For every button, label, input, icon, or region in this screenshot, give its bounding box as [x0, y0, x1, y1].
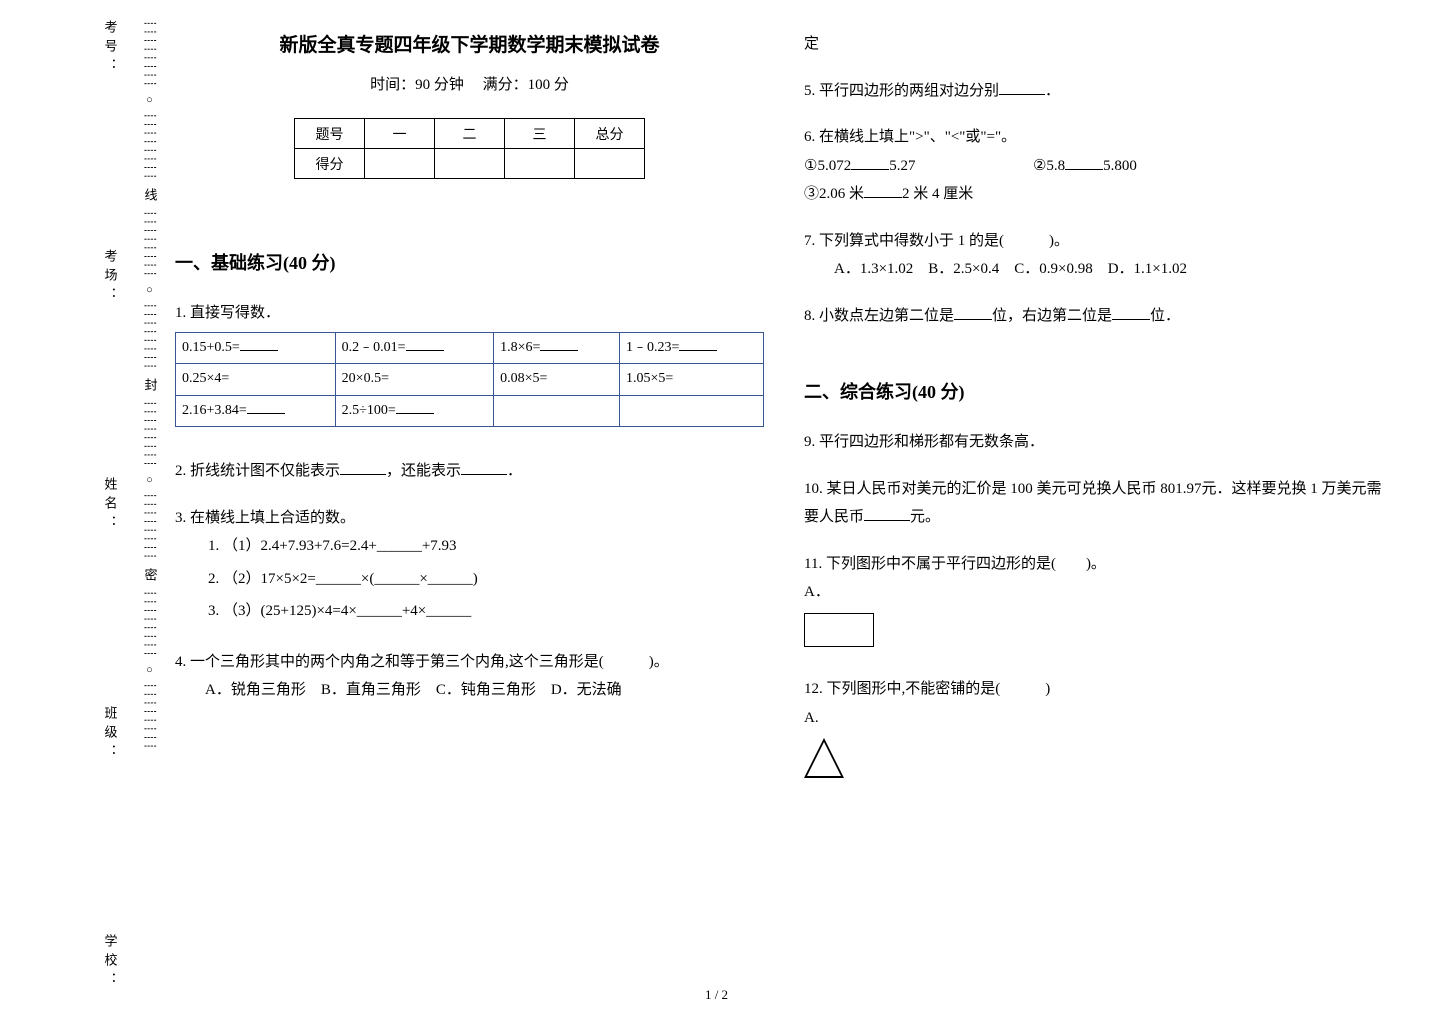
q3: 3. 在横线上填上合适的数。 （1）2.4+7.93+7.6=2.4+_____…	[175, 504, 764, 630]
q6-line2: ③2.06 米2 米 4 厘米	[804, 180, 1393, 209]
table-row: 0.25×4= 20×0.5= 0.08×5= 1.05×5=	[176, 364, 764, 396]
answer-blank	[247, 400, 285, 414]
list-item: （2）17×5×2=______×(______×______)	[223, 565, 764, 594]
sealing-line: ┊┊┊┊┊┊┊┊ ○ ┊┊┊┊┊┊┊┊ 线 ┊┊┊┊┊┊┊┊ ○ ┊┊┊┊┊┊┊…	[140, 20, 160, 991]
label-school: 学校：	[101, 934, 120, 991]
q1: 1. 直接写得数． 0.15+0.5= 0.2﹣0.01= 1.8×6= 1﹣0…	[175, 299, 764, 439]
answer-blank	[340, 460, 386, 475]
exam-subtitle: 时间：90 分钟 满分：100 分	[175, 73, 764, 94]
score-table: 题号 一 二 三 总分 得分	[294, 118, 645, 179]
q4-options: A．锐角三角形 B．直角三角形 C．钝角三角形 D．无法确	[175, 676, 764, 705]
answer-blank	[406, 337, 444, 351]
q4: 4. 一个三角形其中的两个内角之和等于第三个内角,这个三角形是( )。 A．锐角…	[175, 648, 764, 705]
q5: 5. 平行四边形的两组对边分别．	[804, 77, 1393, 106]
q12: 12. 下列图形中,不能密铺的是( ) A.	[804, 675, 1393, 789]
exam-title: 新版全真专题四年级下学期数学期末模拟试卷	[175, 30, 764, 57]
section-2-head: 二、综合练习(40 分)	[804, 378, 1393, 404]
q11: 11. 下列图形中不属于平行四边形的是( )。 A．	[804, 550, 1393, 658]
answer-blank	[240, 337, 278, 351]
q11-optA-label: A．	[804, 578, 1393, 607]
answer-blank	[461, 460, 507, 475]
dot-seg: ┊┊┊┊┊┊┊┊ ○ ┊┊┊┊┊┊┊┊ 线 ┊┊┊┊┊┊┊┊ ○ ┊┊┊┊┊┊┊…	[141, 20, 160, 751]
left-column: 新版全真专题四年级下学期数学期末模拟试卷 时间：90 分钟 满分：100 分 题…	[175, 30, 764, 981]
mental-calc-table: 0.15+0.5= 0.2﹣0.01= 1.8×6= 1﹣0.23= 0.25×…	[175, 332, 764, 428]
q10: 10. 某日人民币对美元的汇价是 100 美元可兑换人民币 801.97元．这样…	[804, 475, 1393, 532]
label-class: 班级：	[101, 706, 120, 763]
q7-options: A．1.3×1.02 B．2.5×0.4 C．0.9×0.98 D．1.1×1.…	[804, 255, 1393, 284]
answer-blank	[396, 400, 434, 414]
list-item: （1）2.4+7.93+7.6=2.4+______+7.93	[223, 532, 764, 561]
answer-blank	[864, 183, 902, 198]
right-column: 定 5. 平行四边形的两组对边分别． 6. 在横线上填上">"、"<"或"="。…	[804, 30, 1393, 981]
label-room: 考场：	[101, 249, 120, 306]
label-name: 姓名：	[101, 477, 120, 534]
answer-blank	[954, 305, 992, 320]
q6-line1: ①5.0725.27 ②5.85.800	[804, 152, 1393, 181]
table-row: 0.15+0.5= 0.2﹣0.01= 1.8×6= 1﹣0.23=	[176, 332, 764, 364]
binding-labels: 考号： 考场： 姓名： 班级： 学校：	[90, 20, 130, 991]
answer-blank	[999, 80, 1045, 95]
answer-blank	[540, 337, 578, 351]
q2: 2. 折线统计图不仅能表示，还能表示．	[175, 457, 764, 486]
q8: 8. 小数点左边第二位是位，右边第二位是位．	[804, 302, 1393, 331]
answer-blank	[1112, 305, 1150, 320]
answer-blank	[1065, 155, 1103, 170]
answer-blank	[864, 506, 910, 521]
content-area: 新版全真专题四年级下学期数学期末模拟试卷 时间：90 分钟 满分：100 分 题…	[175, 30, 1393, 981]
q6: 6. 在横线上填上">"、"<"或"="。 ①5.0725.27 ②5.85.8…	[804, 123, 1393, 209]
q9: 9. 平行四边形和梯形都有无数条高．	[804, 428, 1393, 457]
q3-subitems: （1）2.4+7.93+7.6=2.4+______+7.93 （2）17×5×…	[175, 532, 764, 626]
q12-optA-label: A.	[804, 704, 1393, 733]
section-1-head: 一、基础练习(40 分)	[175, 249, 764, 275]
table-row: 得分	[295, 149, 645, 179]
answer-blank	[851, 155, 889, 170]
q7: 7. 下列算式中得数小于 1 的是( )。 A．1.3×1.02 B．2.5×0…	[804, 227, 1393, 284]
q4-cont: 定	[804, 30, 1393, 59]
page-number: 1 / 2	[705, 987, 728, 1003]
rectangle-icon	[804, 613, 874, 647]
triangle-icon	[804, 738, 844, 778]
list-item: （3）(25+125)×4=4×______+4×______	[223, 597, 764, 626]
label-examno: 考号：	[101, 20, 120, 77]
table-row: 题号 一 二 三 总分	[295, 119, 645, 149]
answer-blank	[679, 337, 717, 351]
table-row: 2.16+3.84= 2.5÷100=	[176, 395, 764, 427]
